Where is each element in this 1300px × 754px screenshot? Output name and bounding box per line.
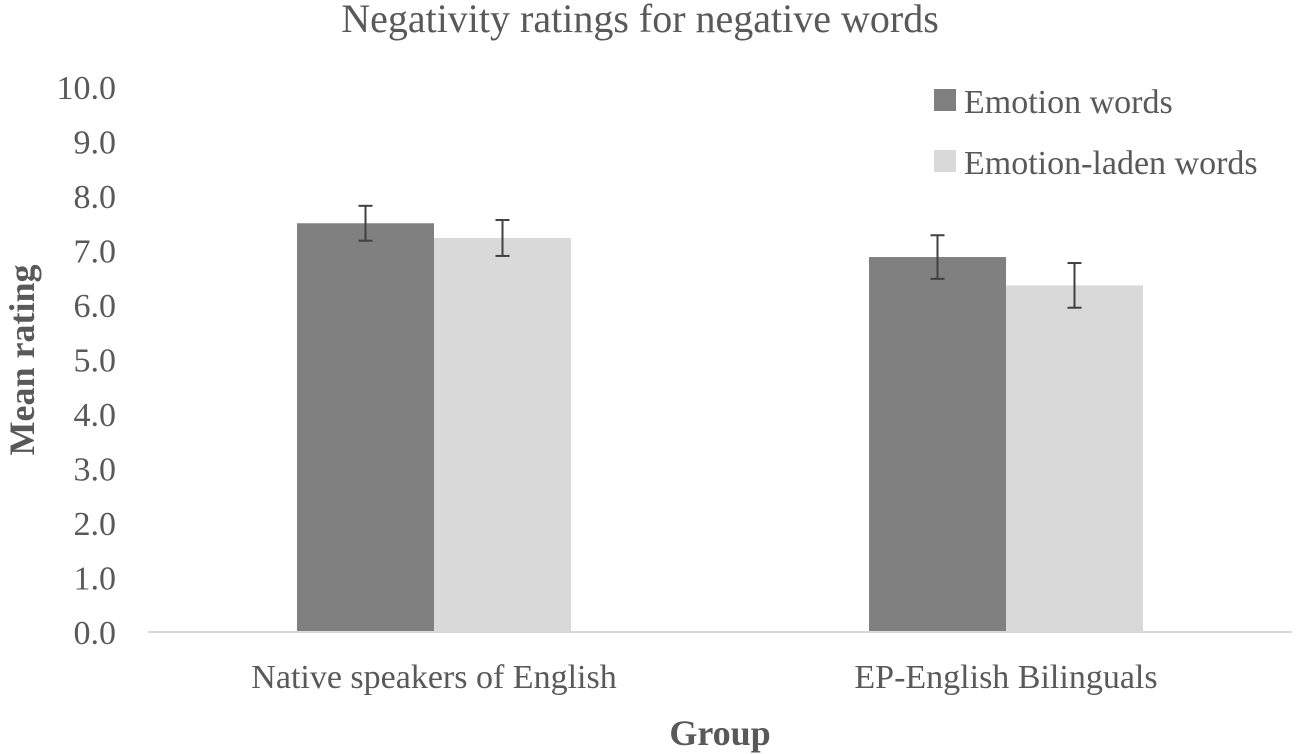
x-category-label: EP-English Bilinguals (854, 659, 1157, 696)
y-tick-label: 2.0 (74, 506, 117, 543)
error-bar (358, 204, 373, 242)
legend-swatch (934, 89, 956, 111)
chart-title: Negativity ratings for negative words (341, 0, 939, 41)
y-tick-label: 6.0 (74, 288, 117, 325)
y-axis-title: Mean rating (2, 265, 42, 456)
y-tick-label: 3.0 (74, 452, 117, 489)
legend-label: Emotion words (964, 84, 1173, 121)
bar (1006, 285, 1143, 632)
y-tick-label: 9.0 (74, 125, 117, 162)
y-tick-label: 10.0 (57, 70, 117, 107)
legend-label: Emotion-laden words (964, 145, 1258, 182)
bars (297, 204, 1143, 632)
y-tick-label: 7.0 (74, 234, 117, 271)
error-bar (1067, 262, 1082, 309)
y-tick-label: 4.0 (74, 397, 117, 434)
bar (869, 257, 1006, 632)
y-axis-ticks: 0.0 1.0 2.0 3.0 4.0 5.0 6.0 7.0 8.0 9.0 10.0 (57, 70, 117, 652)
error-bar (930, 234, 945, 280)
y-tick-label: 0.0 (74, 615, 117, 652)
error-bar (495, 218, 510, 257)
bar (434, 237, 571, 632)
legend-swatch (934, 150, 956, 172)
legend: Emotion words Emotion-laden words (934, 84, 1258, 182)
y-tick-label: 5.0 (74, 343, 117, 380)
y-tick-label: 8.0 (74, 179, 117, 216)
y-tick-label: 1.0 (74, 561, 117, 598)
x-axis-title: Group (669, 713, 770, 753)
x-category-label: Native speakers of English (251, 659, 616, 696)
bar (297, 223, 434, 632)
x-axis-labels: Native speakers of English EP-English Bil… (251, 659, 1157, 696)
